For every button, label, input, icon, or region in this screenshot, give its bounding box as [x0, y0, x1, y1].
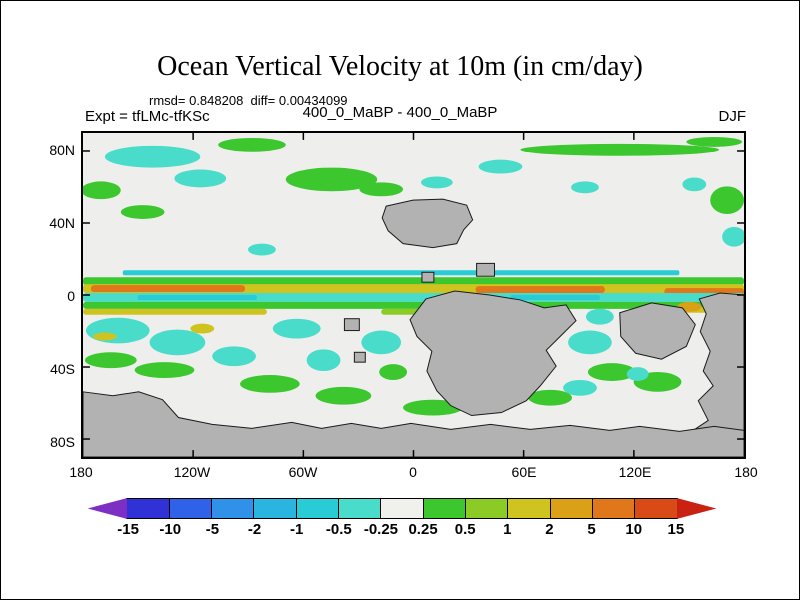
colorbar-segment [87, 498, 128, 519]
map-svg [83, 133, 744, 457]
x-tick-label: 60W [288, 464, 318, 480]
colorbar-segment [168, 498, 212, 519]
anomaly-field [83, 136, 744, 416]
colorbar-segment [422, 498, 466, 519]
colorbar-segment [337, 498, 382, 519]
x-tick-label: 60E [511, 464, 537, 480]
colorbar-tick-label: -0.5 [325, 521, 352, 538]
colorbar-tick-label: 0.5 [454, 521, 476, 538]
land-mass [353, 351, 366, 363]
season-label: DJF [718, 108, 747, 125]
run-label: 400_0_MaBP - 400_0_MaBP [302, 104, 498, 121]
colorbar-tick-label: -0.25 [363, 521, 399, 538]
experiment-label: Expt = tfLMc-tfKSc [85, 108, 210, 125]
x-tick-label: 180 [734, 464, 758, 480]
land-mass [409, 290, 577, 417]
colorbar-tick-label: -5 [205, 521, 220, 538]
colorbar-segment [591, 498, 636, 519]
colorbar-tick-label: 1 [503, 521, 512, 538]
colorbar-tick-label: 5 [587, 521, 596, 538]
colorbar-tick-label: -15 [117, 521, 139, 538]
y-tick-label: 0 [67, 288, 75, 304]
x-tick-label: 0 [409, 464, 417, 480]
colorbar-tick-label: 10 [625, 521, 643, 538]
colorbar-tick-label: 0.25 [408, 521, 438, 538]
colorbar-tick-label: 15 [667, 521, 685, 538]
colorbar-tick-label: -2 [247, 521, 262, 538]
x-tick-label: 120E [618, 464, 652, 480]
colorbar-tick-label: -10 [159, 521, 182, 538]
colorbar-segment [210, 498, 255, 519]
colorbar-segment [676, 498, 717, 519]
y-tick-label: 80N [49, 142, 75, 158]
land-mass [381, 198, 474, 249]
axis-ticks [83, 133, 744, 457]
stats-line: rmsd= 0.848208 diff= 0.00434099 [149, 93, 348, 108]
plot-title: Ocean Vertical Velocity at 10m (in cm/da… [157, 51, 643, 82]
land-mass [343, 318, 360, 332]
colorbar-tick-label: -1 [289, 521, 304, 538]
x-tick-label: 180 [69, 464, 93, 480]
land-mass-antarctica [83, 391, 744, 457]
land-mass [688, 292, 744, 457]
colorbar-tick-label: 2 [545, 521, 554, 538]
colorbar-segment [126, 498, 170, 519]
colorbar-labels: -15 -10 -5 -2 -1 -0.5 -0.25 0.25 0.5 1 2… [86, 521, 718, 541]
colorbar-segment [253, 498, 297, 519]
land-mass [421, 271, 435, 283]
land-mass [619, 302, 696, 360]
x-tick-label: 120W [173, 464, 211, 480]
colorbar-segment [380, 498, 424, 519]
map-plot [81, 131, 746, 459]
colorbar [86, 498, 718, 519]
colorbar-segment [634, 498, 678, 519]
colorbar-segment [295, 498, 339, 519]
y-tick-label: 40S [50, 361, 75, 377]
colorbar-segment [549, 498, 593, 519]
land-mass [476, 262, 496, 277]
y-tick-label: 80S [50, 434, 75, 450]
land-mask [83, 198, 744, 457]
colorbar-segment [464, 498, 509, 519]
colorbar-segment [507, 498, 551, 519]
y-tick-label: 40N [49, 215, 75, 231]
